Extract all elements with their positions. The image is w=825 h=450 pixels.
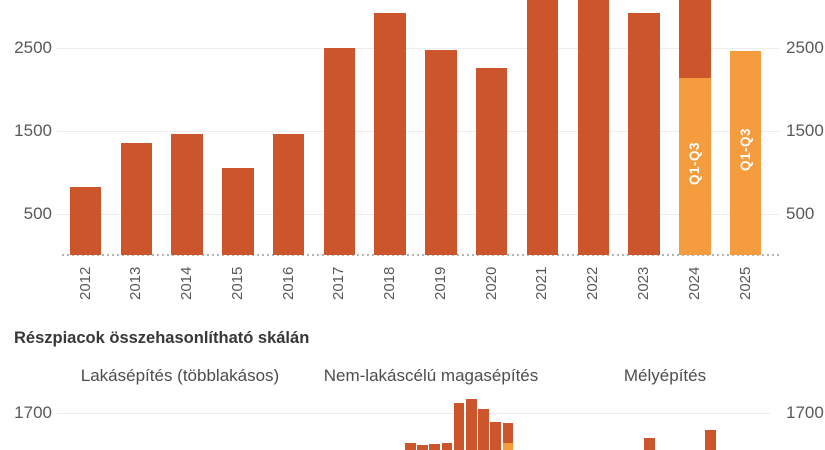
y-tick-left-500: 500 <box>23 203 52 223</box>
mini2-bar-2018 <box>644 437 655 450</box>
main-bar-2016 <box>272 133 305 255</box>
main-bar-2025 <box>729 50 762 255</box>
mini1-bar-2023 <box>490 422 501 450</box>
year-label-2019: 2019 <box>431 266 449 300</box>
mini-tick-right-1700: 1700 <box>786 403 824 422</box>
year-label-2023: 2023 <box>635 266 652 300</box>
year-label-2015: 2015 <box>228 266 246 300</box>
year-label-2022: 2022 <box>584 266 602 300</box>
main-bar-2022 <box>577 0 609 255</box>
year-label-2012: 2012 <box>76 266 94 300</box>
y-tick-right-1500: 1500 <box>786 120 824 140</box>
main-bar-2012 <box>69 186 102 255</box>
main-bar-2020 <box>475 68 508 256</box>
year-label-2013: 2013 <box>127 266 145 300</box>
y-tick-left-2500: 2500 <box>14 37 52 57</box>
mini1-bar-2017 <box>417 445 428 450</box>
bar-label-2025: Q1-Q3 <box>737 127 753 171</box>
year-label-2025: 2025 <box>736 266 754 300</box>
main-bar-2015 <box>222 167 254 255</box>
y-tick-right-500: 500 <box>786 203 815 223</box>
mini-tick-left-1700: 1700 <box>14 403 52 422</box>
year-label-2014: 2014 <box>178 266 195 300</box>
main-bar-2014 <box>171 133 203 255</box>
main-bar-2023 <box>628 12 660 255</box>
mini-chart-title-lakasepites: Lakásépítés (többlakásos) <box>80 366 280 385</box>
mini1-bar-2024 <box>502 442 514 450</box>
main-bar-2019 <box>425 50 457 255</box>
gridline-500 <box>57 213 780 215</box>
year-label-2016: 2016 <box>279 266 297 300</box>
year-label-2017: 2017 <box>330 266 348 300</box>
mini1-bar-2016 <box>405 442 416 450</box>
main-bar-2018 <box>374 12 406 255</box>
submarkets-heading: Részpiacok összehasonlítható skálán <box>14 329 310 347</box>
mini2-bar-2023 <box>705 429 716 450</box>
mini1-bar-2022 <box>478 408 489 450</box>
mini-gridline-1700 <box>57 413 770 414</box>
x-axis-baseline <box>62 254 782 256</box>
year-label-2018: 2018 <box>381 266 399 300</box>
mini1-bar-2024-seg1 <box>502 422 514 443</box>
mini1-bar-2019 <box>441 442 453 450</box>
mini1-bar-2021 <box>466 398 477 450</box>
y-tick-right-2500: 2500 <box>786 37 824 57</box>
mini-chart-title-nem-lakascelu: Nem-lakáscélú magasépítés <box>323 366 539 385</box>
year-label-2024: 2024 <box>685 266 703 300</box>
mini1-bar-2018 <box>429 443 440 450</box>
y-tick-left-1500: 1500 <box>14 120 52 140</box>
mini1-bar-2020 <box>453 402 465 450</box>
year-label-2020: 2020 <box>482 266 500 300</box>
bar-label-2024: Q1-Q3 <box>686 141 702 185</box>
gridline-2500 <box>57 47 780 49</box>
year-label-2021: 2021 <box>533 266 551 300</box>
main-bar-2017 <box>323 47 356 255</box>
main-bar-2024 <box>679 78 711 255</box>
main-bar-2021 <box>526 0 559 255</box>
mini-chart-title-melyepites: Mélyépítés <box>623 366 707 385</box>
main-bar-2024-seg1 <box>679 0 711 79</box>
main-bar-2013 <box>120 142 152 255</box>
gridline-1500 <box>57 130 780 132</box>
